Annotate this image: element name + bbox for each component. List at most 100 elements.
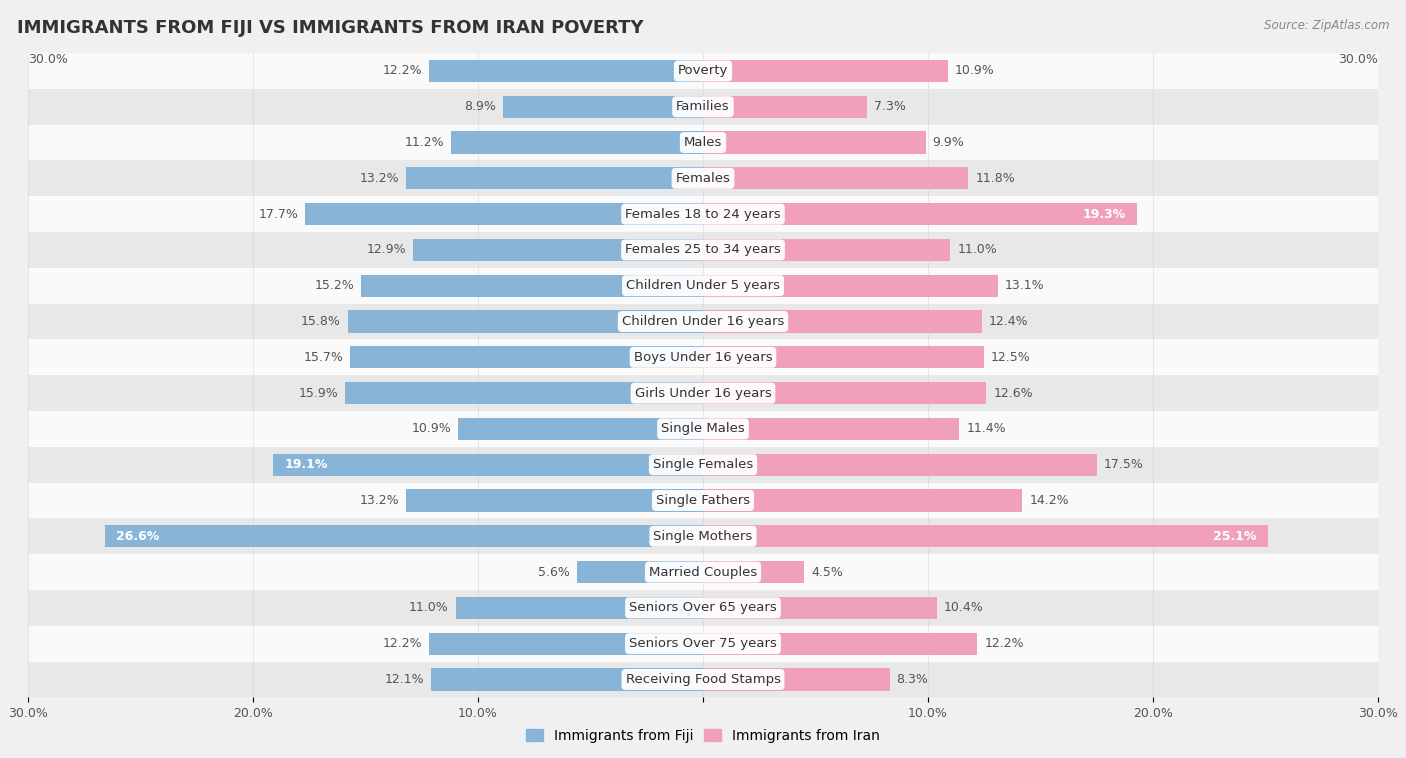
Text: 11.2%: 11.2% [405, 136, 444, 149]
Bar [451, 131, 703, 154]
Bar [576, 561, 703, 583]
Text: 4.5%: 4.5% [811, 565, 842, 578]
Bar [703, 274, 998, 297]
Text: Single Females: Single Females [652, 458, 754, 471]
Text: 19.1%: 19.1% [284, 458, 328, 471]
Bar [430, 669, 703, 691]
Bar [406, 490, 703, 512]
Bar [703, 561, 804, 583]
Bar [703, 525, 1268, 547]
Bar [703, 346, 984, 368]
Bar [703, 311, 981, 333]
Text: Families: Families [676, 100, 730, 113]
Text: 12.6%: 12.6% [993, 387, 1033, 399]
Text: 15.9%: 15.9% [299, 387, 339, 399]
Text: Seniors Over 75 years: Seniors Over 75 years [628, 637, 778, 650]
Bar [28, 446, 1378, 483]
Text: 15.8%: 15.8% [301, 315, 340, 328]
Bar [703, 418, 959, 440]
Bar [703, 239, 950, 261]
Text: 15.2%: 15.2% [315, 279, 354, 293]
Text: Females: Females [675, 172, 731, 185]
Legend: Immigrants from Fiji, Immigrants from Iran: Immigrants from Fiji, Immigrants from Ir… [520, 723, 886, 748]
Bar [703, 131, 925, 154]
Text: Single Mothers: Single Mothers [654, 530, 752, 543]
Text: 17.5%: 17.5% [1104, 458, 1143, 471]
Text: Girls Under 16 years: Girls Under 16 years [634, 387, 772, 399]
Bar [28, 196, 1378, 232]
Text: 25.1%: 25.1% [1213, 530, 1257, 543]
Bar [503, 96, 703, 117]
Bar [703, 669, 890, 691]
Text: Poverty: Poverty [678, 64, 728, 77]
Text: Single Males: Single Males [661, 422, 745, 435]
Text: 13.2%: 13.2% [360, 494, 399, 507]
Text: 14.2%: 14.2% [1029, 494, 1069, 507]
Text: 15.7%: 15.7% [304, 351, 343, 364]
Bar [361, 274, 703, 297]
Bar [28, 554, 1378, 590]
Bar [429, 633, 703, 655]
Text: 12.1%: 12.1% [384, 673, 425, 686]
Text: 12.5%: 12.5% [991, 351, 1031, 364]
Bar [28, 161, 1378, 196]
Bar [456, 597, 703, 619]
Bar [703, 633, 977, 655]
Text: 10.9%: 10.9% [955, 64, 994, 77]
Bar [273, 453, 703, 476]
Text: Boys Under 16 years: Boys Under 16 years [634, 351, 772, 364]
Bar [104, 525, 703, 547]
Bar [458, 418, 703, 440]
Bar [305, 203, 703, 225]
Bar [28, 340, 1378, 375]
Bar [28, 124, 1378, 161]
Bar [28, 483, 1378, 518]
Bar [28, 232, 1378, 268]
Text: Source: ZipAtlas.com: Source: ZipAtlas.com [1264, 19, 1389, 32]
Text: 11.0%: 11.0% [409, 601, 449, 615]
Text: 13.1%: 13.1% [1004, 279, 1045, 293]
Text: 17.7%: 17.7% [259, 208, 298, 221]
Text: 12.2%: 12.2% [984, 637, 1024, 650]
Bar [28, 626, 1378, 662]
Text: 12.2%: 12.2% [382, 64, 422, 77]
Bar [28, 304, 1378, 340]
Text: 9.9%: 9.9% [932, 136, 965, 149]
Bar [703, 597, 936, 619]
Bar [28, 662, 1378, 697]
Bar [346, 382, 703, 404]
Text: IMMIGRANTS FROM FIJI VS IMMIGRANTS FROM IRAN POVERTY: IMMIGRANTS FROM FIJI VS IMMIGRANTS FROM … [17, 19, 644, 37]
Text: 5.6%: 5.6% [538, 565, 571, 578]
Text: 12.2%: 12.2% [382, 637, 422, 650]
Text: 11.0%: 11.0% [957, 243, 997, 256]
Bar [703, 96, 868, 117]
Text: 10.9%: 10.9% [412, 422, 451, 435]
Bar [350, 346, 703, 368]
Text: 26.6%: 26.6% [115, 530, 159, 543]
Bar [406, 168, 703, 190]
Bar [703, 382, 987, 404]
Bar [703, 60, 948, 82]
Bar [703, 453, 1097, 476]
Bar [28, 411, 1378, 446]
Text: 10.4%: 10.4% [943, 601, 983, 615]
Text: 19.3%: 19.3% [1083, 208, 1126, 221]
Text: Married Couples: Married Couples [650, 565, 756, 578]
Text: 12.4%: 12.4% [988, 315, 1028, 328]
Bar [28, 89, 1378, 124]
Text: 12.9%: 12.9% [367, 243, 406, 256]
Bar [703, 203, 1137, 225]
Text: Females 25 to 34 years: Females 25 to 34 years [626, 243, 780, 256]
Text: 11.8%: 11.8% [976, 172, 1015, 185]
Text: Seniors Over 65 years: Seniors Over 65 years [628, 601, 778, 615]
Bar [413, 239, 703, 261]
Bar [429, 60, 703, 82]
Text: 8.3%: 8.3% [897, 673, 928, 686]
Text: 13.2%: 13.2% [360, 172, 399, 185]
Text: Children Under 5 years: Children Under 5 years [626, 279, 780, 293]
Text: 11.4%: 11.4% [966, 422, 1005, 435]
Bar [28, 518, 1378, 554]
Bar [28, 375, 1378, 411]
Text: Children Under 16 years: Children Under 16 years [621, 315, 785, 328]
Text: 30.0%: 30.0% [1339, 53, 1378, 66]
